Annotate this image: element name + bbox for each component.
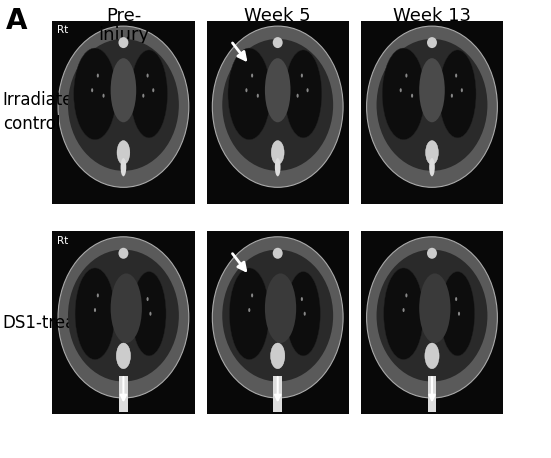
Ellipse shape [117,141,130,164]
Text: Week 13: Week 13 [393,7,471,25]
Ellipse shape [94,308,96,312]
Ellipse shape [75,268,115,360]
Ellipse shape [265,273,296,343]
Text: Rt: Rt [57,25,68,35]
Ellipse shape [245,88,247,92]
Ellipse shape [271,141,284,164]
Ellipse shape [275,158,280,176]
Ellipse shape [425,141,439,164]
Ellipse shape [304,312,306,316]
Ellipse shape [455,74,457,77]
Ellipse shape [429,158,435,176]
Ellipse shape [147,297,149,301]
Text: DS1-treated: DS1-treated [3,314,103,332]
Ellipse shape [402,308,404,312]
Ellipse shape [301,297,303,301]
Ellipse shape [366,26,498,187]
Ellipse shape [376,250,488,382]
Ellipse shape [427,248,437,259]
Text: Irradiated
control: Irradiated control [3,92,84,133]
Ellipse shape [376,39,488,171]
Ellipse shape [58,237,189,398]
Ellipse shape [406,74,407,77]
Ellipse shape [68,250,179,382]
Ellipse shape [399,88,402,92]
Ellipse shape [419,58,445,122]
Bar [361,21,503,204]
Ellipse shape [131,50,168,138]
Ellipse shape [248,308,250,312]
Ellipse shape [222,250,333,382]
Ellipse shape [461,88,463,92]
Bar [52,21,195,204]
Ellipse shape [152,88,154,92]
Ellipse shape [116,343,131,369]
Ellipse shape [212,237,343,398]
Ellipse shape [149,312,152,316]
Ellipse shape [222,39,333,171]
Ellipse shape [147,74,149,77]
Ellipse shape [121,158,126,176]
Ellipse shape [265,58,290,122]
Ellipse shape [296,94,299,98]
Ellipse shape [58,26,189,187]
Bar [428,376,436,412]
Ellipse shape [118,248,128,259]
Bar [361,231,503,414]
Ellipse shape [251,74,253,77]
Text: A: A [6,7,27,35]
Ellipse shape [273,248,283,259]
Text: Rt: Rt [57,236,68,246]
Ellipse shape [306,88,309,92]
Ellipse shape [142,94,144,98]
Ellipse shape [74,48,116,140]
Ellipse shape [111,273,142,343]
Bar [207,21,349,204]
Ellipse shape [427,37,437,48]
Ellipse shape [406,294,407,297]
Ellipse shape [91,88,93,92]
Ellipse shape [97,294,99,297]
Ellipse shape [271,343,285,369]
Ellipse shape [273,37,283,48]
Text: Week 5: Week 5 [245,7,311,25]
Ellipse shape [228,48,271,140]
Ellipse shape [97,74,99,77]
Ellipse shape [251,294,253,297]
Ellipse shape [301,74,303,77]
Ellipse shape [68,39,179,171]
Ellipse shape [212,26,343,187]
Ellipse shape [382,48,425,140]
Bar [273,376,282,412]
Ellipse shape [366,237,498,398]
Ellipse shape [419,273,451,343]
Ellipse shape [425,343,439,369]
Ellipse shape [440,272,474,356]
Ellipse shape [455,297,457,301]
Ellipse shape [286,272,320,356]
Ellipse shape [102,94,105,98]
Ellipse shape [229,268,269,360]
Ellipse shape [257,94,259,98]
Ellipse shape [458,312,460,316]
Ellipse shape [111,58,136,122]
Ellipse shape [451,94,453,98]
Text: Pre-
injury: Pre- injury [98,7,149,44]
Bar [52,231,195,414]
Ellipse shape [383,268,424,360]
Ellipse shape [118,37,128,48]
Ellipse shape [439,50,476,138]
Bar [119,376,128,412]
Bar [207,231,349,414]
Ellipse shape [285,50,322,138]
Ellipse shape [411,94,413,98]
Ellipse shape [132,272,166,356]
